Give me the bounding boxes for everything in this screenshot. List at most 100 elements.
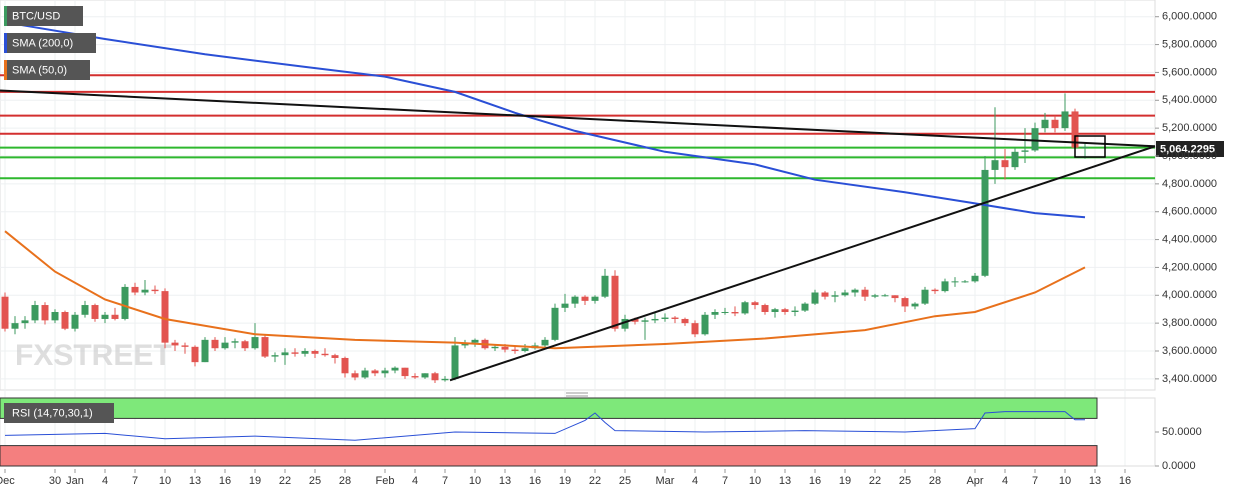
candle-body xyxy=(171,342,179,346)
x-tick-label: 16 xyxy=(219,475,231,487)
candle-body xyxy=(711,312,719,315)
x-tick-label: 25 xyxy=(899,475,911,487)
candle-body xyxy=(261,337,269,357)
legend-swatch xyxy=(4,33,7,53)
x-tick-label: 28 xyxy=(929,475,941,487)
x-tick-label: 4 xyxy=(102,475,108,487)
oversold-band xyxy=(0,445,1098,467)
candle-body xyxy=(861,289,869,297)
candle-body xyxy=(1021,150,1029,152)
y-tick-label: 0.0000 xyxy=(1162,460,1196,472)
candle-body xyxy=(931,289,939,292)
y-tick-label: 3,600.0000 xyxy=(1162,345,1217,357)
candle-body xyxy=(61,312,69,329)
x-tick-label: 25 xyxy=(619,475,631,487)
legend-label: SMA (200,0) xyxy=(12,37,73,49)
candle-body xyxy=(541,339,549,346)
candle-body xyxy=(631,318,639,322)
candle-body xyxy=(961,281,969,283)
candle-body xyxy=(361,370,369,378)
candle-body xyxy=(841,292,849,296)
x-tick-label: 22 xyxy=(589,475,601,487)
legend-label: SMA (50,0) xyxy=(12,64,67,76)
candle-body xyxy=(651,318,659,321)
x-tick-label: Mar xyxy=(656,475,675,487)
x-tick-label: 10 xyxy=(1059,475,1071,487)
y-tick-label: 5,800.0000 xyxy=(1162,38,1217,50)
candle-body xyxy=(1041,119,1049,129)
sma-line xyxy=(4,21,1086,219)
candle-body xyxy=(271,355,279,357)
candle-body xyxy=(521,348,529,351)
x-tick-label: 13 xyxy=(189,475,201,487)
trend-line xyxy=(449,145,1156,382)
legend-box xyxy=(4,403,114,423)
candle-body xyxy=(1001,160,1009,168)
legend-box xyxy=(4,60,90,80)
watermark: FXSTREET xyxy=(15,339,172,372)
y-tick-label: 5,000.0000 xyxy=(1162,150,1217,162)
sma-line xyxy=(4,230,1086,350)
candle-body xyxy=(121,286,129,319)
candle-body xyxy=(941,281,949,292)
candle-body xyxy=(991,160,999,170)
x-tick-label: 22 xyxy=(279,475,291,487)
candle-body xyxy=(641,320,649,322)
price-tag xyxy=(1156,141,1224,157)
candle-body xyxy=(251,337,259,349)
y-tick-label: 4,400.0000 xyxy=(1162,233,1217,245)
x-tick-label: 10 xyxy=(469,475,481,487)
legend-swatch xyxy=(4,6,7,26)
candle-body xyxy=(111,314,119,319)
candle-body xyxy=(21,320,29,324)
candle-body xyxy=(691,323,699,335)
candle-body xyxy=(331,355,339,358)
candle-body xyxy=(431,373,439,381)
candle-body xyxy=(281,352,289,356)
candle-body xyxy=(911,303,919,307)
candle-body xyxy=(811,292,819,304)
candle-body xyxy=(31,305,39,321)
legend-box xyxy=(4,6,83,26)
rsi-panel xyxy=(0,397,1156,467)
candle-body xyxy=(1081,147,1089,149)
candle-body xyxy=(731,312,739,314)
x-tick-label: 19 xyxy=(839,475,851,487)
candle-body xyxy=(421,373,429,378)
candle-body xyxy=(191,346,199,363)
x-tick-label: 10 xyxy=(159,475,171,487)
x-tick-label: 7 xyxy=(1032,475,1038,487)
candle-body xyxy=(181,345,189,347)
x-tick-label: 25 xyxy=(309,475,321,487)
candle-body xyxy=(831,295,839,297)
candle-body xyxy=(611,275,619,329)
candle-body xyxy=(221,342,229,349)
candle-body xyxy=(441,378,449,381)
y-tick-label: 3,800.0000 xyxy=(1162,317,1217,329)
candle-body xyxy=(201,339,209,363)
candle-body xyxy=(321,353,329,356)
candle-body xyxy=(571,296,579,304)
x-tick-label: 7 xyxy=(442,475,448,487)
x-tick-label: 4 xyxy=(692,475,698,487)
candle-body xyxy=(821,292,829,297)
candle-body xyxy=(1011,151,1019,168)
x-tick-label: Dec xyxy=(0,475,15,487)
candle-body xyxy=(391,367,399,371)
levels xyxy=(0,74,1155,180)
x-tick-label: 10 xyxy=(749,475,761,487)
candle-body xyxy=(591,296,599,301)
y-tick-label: 50.0000 xyxy=(1162,426,1202,438)
candle-body xyxy=(401,367,409,377)
candle-body xyxy=(801,303,809,311)
candle-body xyxy=(491,346,499,349)
marks xyxy=(0,21,1156,384)
x-tick-label: 16 xyxy=(809,475,821,487)
candle-body xyxy=(701,314,709,335)
candle-body xyxy=(1031,128,1039,151)
candle-body xyxy=(241,341,249,349)
candle-body xyxy=(681,318,689,324)
x-tick-label: 16 xyxy=(1119,475,1131,487)
y-tick-label: 4,600.0000 xyxy=(1162,206,1217,218)
candle-body xyxy=(971,275,979,282)
